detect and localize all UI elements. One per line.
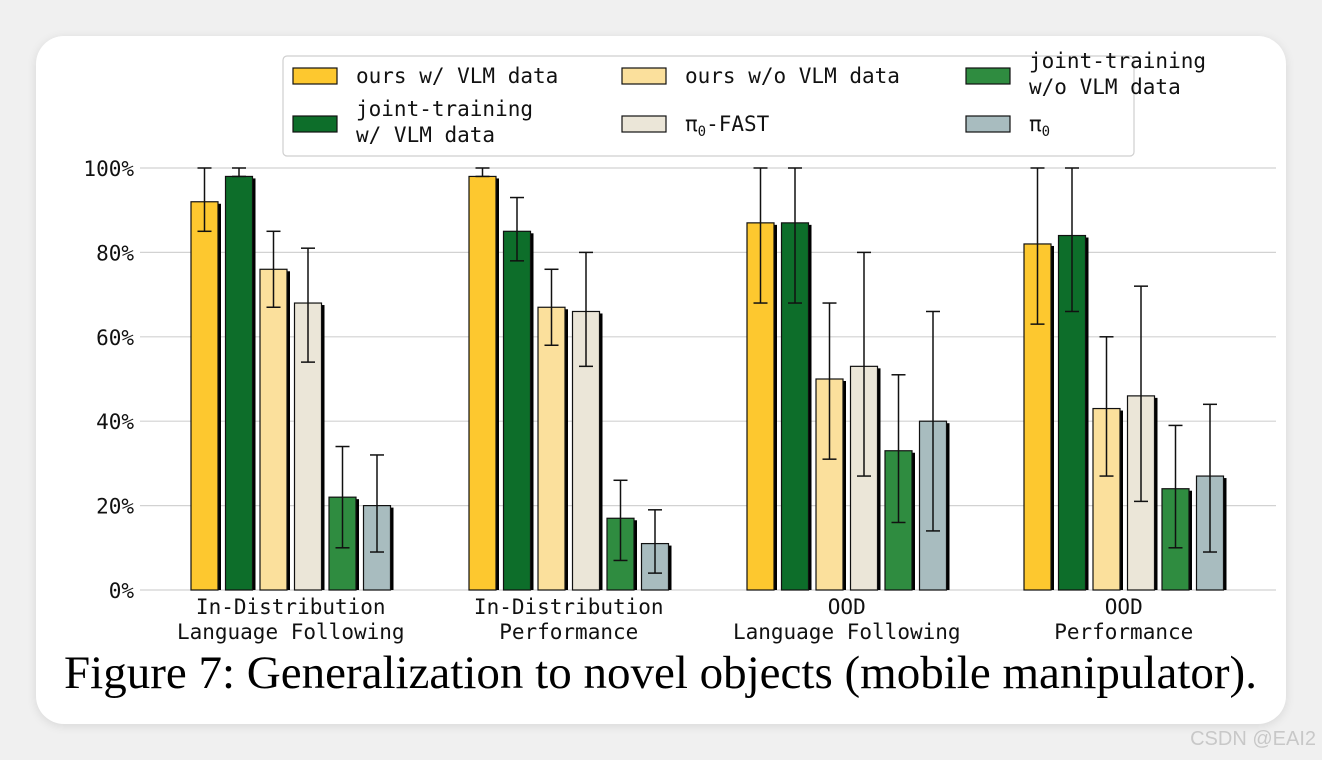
bar xyxy=(190,201,219,591)
bar xyxy=(780,222,810,591)
legend-swatch xyxy=(292,67,338,85)
bar xyxy=(468,175,497,591)
x-category-label: In-Distribution xyxy=(196,595,386,619)
bar xyxy=(502,230,532,591)
x-category-label: Language Following xyxy=(177,620,405,644)
watermark: CSDN @EAI2 xyxy=(1190,728,1316,750)
bar xyxy=(537,306,566,591)
x-category-label: Performance xyxy=(1054,620,1193,644)
x-category-label: Performance xyxy=(499,620,638,644)
legend-swatch xyxy=(965,115,1011,133)
figure-caption: Figure 7: Generalization to novel object… xyxy=(64,647,1257,699)
y-tick-label: 40% xyxy=(96,410,134,434)
bar xyxy=(259,268,288,591)
bar xyxy=(224,175,254,591)
legend-label: joint-training xyxy=(356,97,533,121)
y-tick-label: 80% xyxy=(96,241,134,265)
legend-label: joint-training xyxy=(1029,49,1206,73)
bar xyxy=(293,302,323,591)
legend-label: w/o VLM data xyxy=(1029,75,1181,99)
x-category-label: OOD xyxy=(828,595,866,619)
legend-swatch xyxy=(965,67,1011,85)
bar-chart: 0%20%40%60%80%100%In-DistributionLanguag… xyxy=(83,49,1276,644)
legend-box xyxy=(282,55,1135,157)
legend-label: ours w/ VLM data xyxy=(356,64,558,88)
y-tick-label: 100% xyxy=(83,157,134,181)
legend-swatch xyxy=(292,115,338,133)
legend-label: w/ VLM data xyxy=(356,123,495,147)
legend-label: ours w/o VLM data xyxy=(685,64,900,88)
y-tick-label: 60% xyxy=(96,326,134,350)
x-category-label: In-Distribution xyxy=(474,595,664,619)
legend-swatch xyxy=(621,115,667,133)
y-tick-label: 0% xyxy=(109,579,135,603)
x-category-label: Language Following xyxy=(733,620,961,644)
x-category-label: OOD xyxy=(1105,595,1143,619)
y-tick-label: 20% xyxy=(96,495,134,519)
legend-swatch xyxy=(621,67,667,85)
